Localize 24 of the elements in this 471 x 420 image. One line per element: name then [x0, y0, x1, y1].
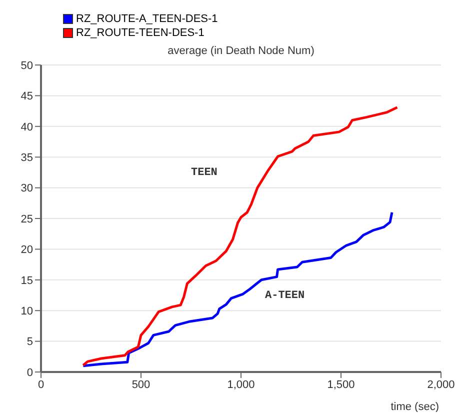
y-tick-label: 40: [20, 121, 33, 134]
legend-label: RZ_ROUTE-A_TEEN-DES-1: [76, 13, 218, 25]
x-tick-label: 1,000: [227, 378, 255, 391]
x-tick-label: 0: [38, 378, 44, 391]
y-tick-label: 15: [20, 274, 33, 287]
y-tick-label: 10: [20, 306, 33, 318]
x-axis-title: time (sec): [390, 401, 439, 413]
y-tick-label: 45: [20, 90, 33, 103]
y-tick-label: 5: [26, 336, 33, 348]
x-tick-label: 500: [132, 378, 150, 391]
y-tick-label: 20: [20, 244, 33, 256]
legend-label: RZ_ROUTE-TEEN-DES-1: [76, 27, 204, 39]
annotation: TEEN: [191, 167, 218, 179]
y-tick-label: 25: [20, 213, 33, 226]
y-tick-label: 35: [20, 152, 33, 164]
annotation: A-TEEN: [265, 290, 305, 302]
chart-title: average (in Death Node Num): [166, 45, 316, 57]
y-tick-label: 30: [20, 182, 33, 195]
x-tick-label: 1,500: [327, 378, 355, 391]
line-series: [82, 211, 394, 368]
x-tick-label: 2,000: [427, 378, 455, 391]
y-tick-label: 50: [20, 60, 33, 72]
y-tick-label: 0: [26, 366, 33, 379]
line-series: [82, 106, 398, 366]
